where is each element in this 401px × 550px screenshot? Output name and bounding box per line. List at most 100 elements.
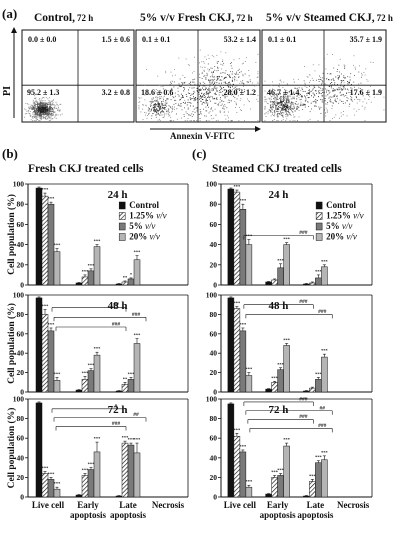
event-dot [148, 107, 149, 109]
event-dot [239, 88, 241, 90]
event-dot [225, 76, 227, 78]
event-dot [203, 69, 205, 71]
event-dot [207, 100, 208, 101]
event-dot [219, 76, 220, 78]
event-dot [182, 96, 183, 98]
event-dot [323, 78, 325, 79]
event-dot [231, 81, 233, 82]
event-dot [332, 89, 334, 91]
event-dot [43, 108, 45, 110]
y-tick-label: 60 [210, 329, 218, 338]
event-dot [181, 109, 183, 111]
event-dot [319, 75, 320, 77]
event-dot [235, 88, 237, 90]
event-dot [217, 66, 219, 68]
event-dot [264, 108, 266, 109]
event-dot [271, 90, 273, 91]
event-dot [163, 113, 165, 115]
event-dot [300, 90, 302, 92]
event-dot [236, 71, 237, 73]
event-dot [159, 118, 160, 120]
event-dot [314, 87, 316, 89]
event-dot [177, 105, 179, 106]
event-dot [193, 96, 194, 98]
event-dot [32, 116, 33, 118]
event-dot [359, 91, 361, 93]
event-dot [279, 94, 281, 95]
event-dot [39, 112, 41, 114]
event-dot [39, 103, 41, 105]
event-dot [190, 120, 192, 122]
event-dot [216, 97, 218, 99]
annexin-axis-label: Annexin V-FITC [170, 131, 235, 141]
event-dot [234, 73, 236, 75]
y-axis-label: Cell population (%) [6, 194, 17, 275]
event-dot [49, 106, 51, 108]
event-dot [150, 106, 151, 107]
event-dot [282, 87, 284, 88]
event-dot [180, 105, 182, 107]
event-dot [162, 104, 164, 106]
event-dot [291, 107, 293, 109]
event-dot [364, 98, 366, 100]
event-dot [166, 99, 168, 100]
legend-label-value: 1.25% [129, 211, 156, 221]
bar [75, 494, 83, 498]
event-dot [272, 101, 274, 102]
event-dot [184, 107, 185, 109]
pi-axis-label: PI [2, 86, 13, 96]
event-dot [41, 110, 43, 112]
event-dot [269, 111, 271, 113]
event-dot [300, 104, 302, 106]
event-dot [58, 107, 59, 108]
event-dot [356, 97, 357, 99]
event-dot [229, 74, 230, 76]
event-dot [224, 77, 226, 79]
event-dot [48, 108, 50, 110]
event-dot [346, 115, 348, 117]
event-dot [157, 90, 159, 92]
event-dot [145, 105, 147, 107]
event-dot [30, 115, 32, 117]
event-dot [216, 87, 218, 89]
event-dot [277, 98, 278, 100]
event-dot [160, 112, 162, 114]
event-dot [222, 91, 223, 92]
event-dot [347, 98, 349, 99]
event-dot [231, 91, 232, 92]
event-dot [52, 100, 54, 102]
event-dot [55, 105, 57, 107]
event-dot [217, 78, 219, 80]
event-dot [201, 96, 203, 98]
event-dot [155, 89, 157, 90]
event-dot [229, 89, 231, 91]
event-dot [203, 97, 205, 98]
event-dot [278, 86, 280, 88]
event-dot [287, 99, 289, 101]
legend-label: Control [326, 200, 356, 210]
event-dot [31, 108, 32, 110]
event-dot [45, 106, 47, 108]
event-dot [48, 100, 50, 102]
event-dot [228, 92, 230, 94]
event-dot [330, 99, 331, 101]
event-dot [150, 101, 152, 103]
event-dot [35, 99, 37, 101]
event-dot [157, 101, 159, 102]
event-dot [328, 79, 329, 80]
event-dot [49, 108, 51, 109]
event-dot [344, 77, 346, 79]
event-dot [276, 108, 278, 110]
event-dot [308, 93, 310, 94]
event-dot [287, 107, 289, 108]
event-dot [283, 105, 285, 107]
event-dot [354, 66, 356, 68]
event-dot [36, 101, 37, 103]
event-dot [343, 82, 345, 84]
event-dot [330, 73, 332, 74]
event-dot [228, 111, 229, 113]
event-dot [292, 102, 293, 104]
event-dot [38, 110, 40, 112]
event-dot [45, 103, 47, 104]
event-dot [49, 112, 51, 114]
